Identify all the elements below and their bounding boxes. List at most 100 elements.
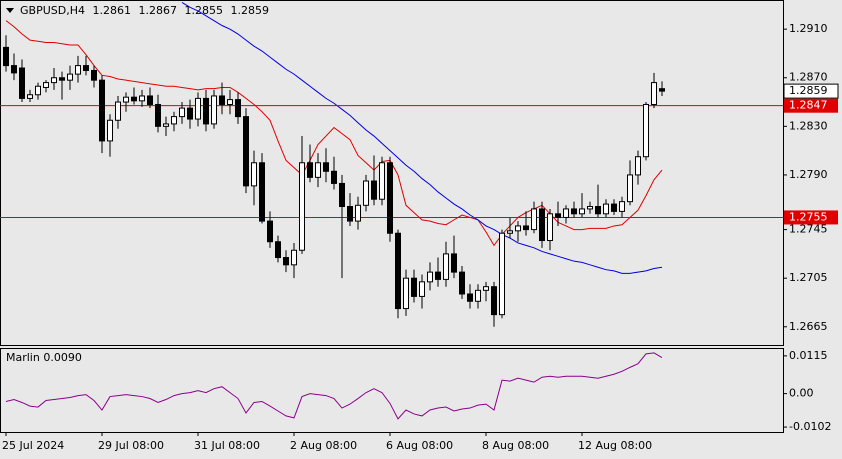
y-tick-label: 1.2830 [789, 119, 828, 132]
candle-body [75, 65, 81, 75]
y-tick-label: 0.00 [789, 387, 814, 400]
y-tick-label: 1.2665 [789, 320, 828, 333]
candle-body [627, 174, 633, 203]
level-label: 1.2847 [789, 99, 828, 112]
candle-body [603, 203, 609, 215]
y-tick-label: 0.0115 [789, 349, 828, 362]
candle-body [315, 162, 321, 178]
candle-body [371, 180, 377, 200]
header-open: 1.2861 [92, 4, 131, 17]
candle-body [539, 208, 545, 242]
candle-body [291, 249, 297, 266]
indicator-label: Marlin 0.0090 [6, 351, 82, 364]
candle-body [91, 69, 97, 81]
level-label: 1.2755 [789, 210, 828, 223]
candle-body [131, 96, 137, 102]
candle-body [555, 213, 561, 218]
candle-body [259, 162, 265, 222]
candle-body [563, 208, 569, 218]
candle-body [411, 277, 417, 297]
candle-body [507, 230, 513, 234]
y-tick-label: 1.2705 [789, 271, 828, 284]
candle-body [283, 257, 289, 266]
x-tick-label: 31 Jul 08:00 [194, 439, 260, 452]
candle-body [515, 225, 521, 232]
candle-body [139, 95, 145, 102]
candle-body [107, 119, 113, 142]
candle-body [179, 107, 185, 118]
candle-body [483, 286, 489, 291]
candle-body [219, 95, 225, 105]
y-tick-label: 1.2870 [789, 71, 828, 84]
level-label-box [784, 210, 838, 225]
candle-body [547, 213, 553, 242]
candle-body [475, 289, 481, 302]
candle-body [211, 95, 217, 125]
candle-body [339, 182, 345, 208]
y-tick-label: 1.2745 [789, 223, 828, 236]
x-tick-label: 25 Jul 2024 [2, 439, 64, 452]
candle-body [59, 77, 65, 81]
candle-body [43, 82, 49, 88]
candle-body [235, 99, 241, 118]
candle-body [195, 97, 201, 120]
candle-body [299, 162, 305, 251]
candle-body [251, 162, 257, 187]
header-low: 1.2855 [184, 4, 223, 17]
x-tick-label: 8 Aug 08:00 [482, 439, 549, 452]
candle-body [395, 232, 401, 310]
candle-body [187, 107, 193, 120]
candle-body [491, 286, 497, 316]
candle-body [587, 206, 593, 210]
candle-body [651, 82, 657, 105]
candle-body [355, 204, 361, 222]
main-panel-frame [0, 0, 784, 346]
candle-body [379, 162, 385, 200]
candle-body [243, 116, 249, 187]
candle-body [323, 162, 329, 172]
candle-body [307, 162, 313, 178]
candle-body [419, 281, 425, 297]
level-label-box [784, 98, 838, 113]
header-close: 1.2859 [230, 4, 269, 17]
candle-body [443, 253, 449, 280]
header-high: 1.2867 [138, 4, 177, 17]
candle-body [19, 67, 25, 99]
candle-body [571, 208, 577, 215]
header: GBPUSD,H4 1.2861 1.2867 1.2855 1.2859 [20, 4, 269, 17]
candle-body [451, 253, 457, 273]
candle-body [155, 103, 161, 127]
candle-body [83, 65, 89, 71]
price-label-box [783, 83, 839, 99]
candle-body [611, 203, 617, 212]
candle-body [363, 180, 369, 206]
candle-body [123, 96, 129, 103]
candle-body [659, 88, 665, 92]
candle-body [643, 103, 649, 158]
price-label: 1.2859 [789, 84, 828, 97]
candle-body [347, 206, 353, 222]
candle-body [27, 94, 33, 99]
candle-body [331, 170, 337, 184]
candle-body [227, 99, 233, 105]
x-tick-label: 6 Aug 08:00 [386, 439, 453, 452]
candle-body [499, 232, 505, 316]
candle-body [427, 271, 433, 283]
indicator-line [5, 352, 663, 420]
candle-body [267, 220, 273, 243]
candle-body [531, 208, 537, 231]
candle-body [147, 95, 153, 105]
candle-body [51, 77, 57, 84]
candle-body [403, 277, 409, 310]
overlay-line [181, 2, 663, 274]
candle-body [523, 225, 529, 231]
candle-body [635, 156, 641, 176]
candle-body [387, 162, 393, 234]
candle-body [67, 73, 73, 81]
x-tick-label: 12 Aug 08:00 [578, 439, 652, 452]
menu-arrow [6, 8, 14, 13]
candle-body [3, 46, 9, 67]
candle-body [99, 79, 105, 142]
